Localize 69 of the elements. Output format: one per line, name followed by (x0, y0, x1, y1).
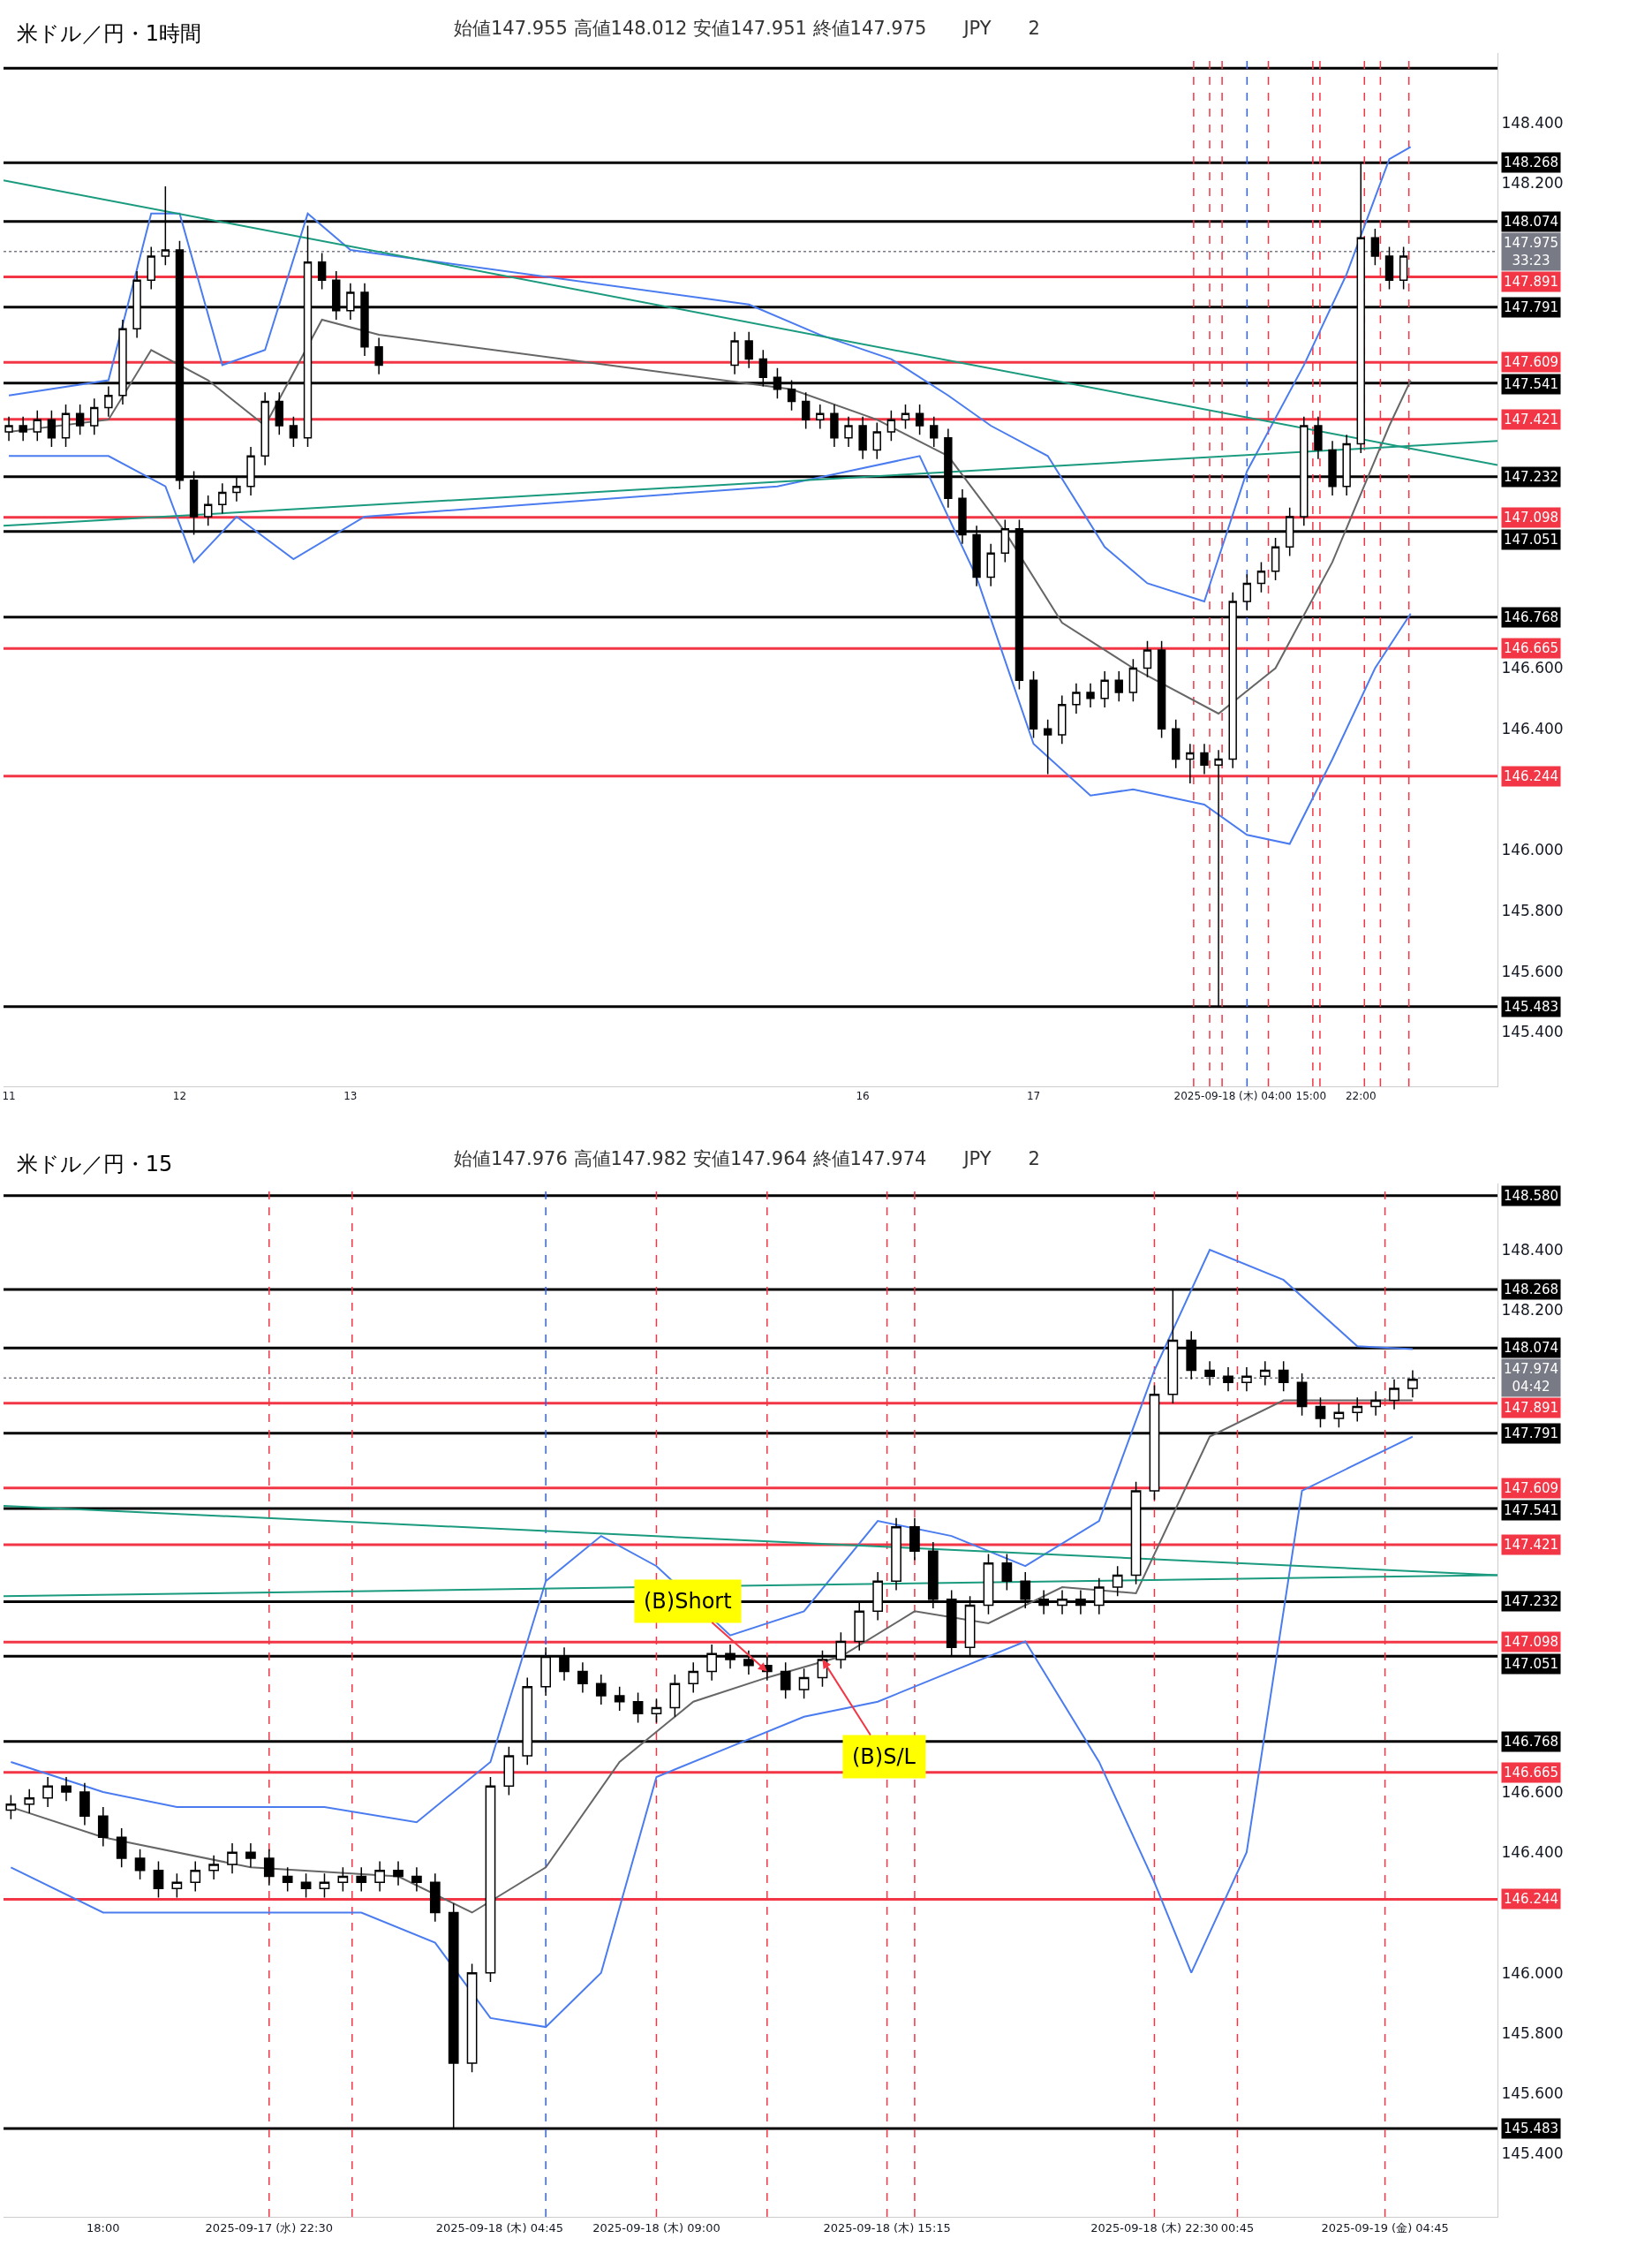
x-tick-label: 17 (1026, 1090, 1041, 1103)
ref-line-label: 146.244 (1504, 1891, 1559, 1907)
ref-line-label: 145.483 (1504, 2121, 1559, 2136)
ref-line-label: 147.791 (1504, 299, 1559, 315)
ref-line-label: 147.232 (1504, 1593, 1559, 1609)
x-tick-label: 2025-09-18 (木) 04:00 (1173, 1090, 1292, 1103)
ref-line-label: 147.421 (1504, 1537, 1559, 1553)
x-tick-label: 22:00 (1345, 1090, 1377, 1103)
ref-line-label: 147.232 (1504, 469, 1559, 485)
x-tick-label: 2025-09-18 (木) 04:45 (435, 2220, 564, 2235)
text: 始値147.976 高値147.982 安値147.964 終値147.974 JPY 2 (454, 1148, 1040, 1169)
x-tick-label: 15:00 (1295, 1090, 1327, 1103)
x-tick-label: 2025-09-18 (木) 22:30 (1090, 2220, 1218, 2235)
x-tick-label: 00:45 (1220, 2220, 1255, 2235)
ref-line-label: 147.609 (1504, 354, 1559, 370)
ref-line-label: 147.791 (1504, 1425, 1559, 1441)
x-tick-label: 13 (343, 1090, 358, 1103)
ref-line-label: 145.483 (1504, 999, 1559, 1015)
text: 始値147.955 高値148.012 安値147.951 終値147.975 JPY 2 (454, 18, 1040, 39)
y-tick-label: 146.400 (1501, 1843, 1564, 1862)
x-tick-label: 2025-09-19 (金) 04:45 (1321, 2220, 1449, 2235)
y-tick-label: 148.400 (1501, 1240, 1564, 1259)
y-tick-label: 146.000 (1501, 841, 1564, 859)
y-tick-label: 146.000 (1501, 1963, 1564, 1982)
ref-line-label: 148.074 (1504, 214, 1559, 230)
ref-line-label: 147.098 (1504, 510, 1559, 526)
ref-line-label: 147.891 (1504, 1400, 1559, 1416)
ref-line-label: 146.768 (1504, 609, 1559, 625)
ref-line-label: 147.541 (1504, 376, 1559, 392)
y-tick-label: 148.400 (1501, 113, 1564, 132)
ref-line-label: 147.421 (1504, 412, 1559, 427)
annotation: (B)Short (644, 1589, 732, 1614)
ref-line-label: 147.975 33:23 (1504, 235, 1559, 268)
y-tick-label: 145.400 (1501, 2144, 1564, 2163)
annotation: (B)S/L (852, 1744, 917, 1769)
y-tick-label: 145.800 (1501, 901, 1564, 919)
y-tick-label: 145.600 (1501, 962, 1564, 980)
x-tick-label: 12 (172, 1090, 187, 1103)
y-tick-label: 148.200 (1501, 1301, 1564, 1320)
x-tick-label: 2025-09-18 (木) 09:00 (592, 2220, 720, 2235)
x-tick-label: 16 (856, 1090, 870, 1103)
y-tick-label: 148.200 (1501, 174, 1564, 193)
x-tick-label: 11 (2, 1090, 16, 1103)
ref-line-label: 147.609 (1504, 1480, 1559, 1496)
x-tick-label: 2025-09-17 (水) 22:30 (205, 2220, 334, 2235)
ref-line-label: 148.074 (1504, 1340, 1559, 1356)
y-tick-label: 146.600 (1501, 659, 1564, 677)
y-tick-label: 146.400 (1501, 720, 1564, 738)
ref-line-label: 146.768 (1504, 1734, 1559, 1750)
ref-line-label: 146.665 (1504, 640, 1559, 656)
ref-line-label: 147.541 (1504, 1502, 1559, 1518)
x-tick-label: 2025-09-18 (木) 15:15 (823, 2220, 951, 2235)
y-tick-label: 145.600 (1501, 2084, 1564, 2103)
chart-title: 米ドル／円・15 (16, 1151, 173, 1176)
ref-line-label: 147.098 (1504, 1634, 1559, 1650)
y-tick-label: 146.600 (1501, 1782, 1564, 1801)
ref-line-label: 147.051 (1504, 532, 1559, 548)
ref-line-label: 148.268 (1504, 155, 1559, 170)
chart-title: 米ドル／円・1時間 (16, 20, 201, 46)
y-tick-label: 145.400 (1501, 1023, 1564, 1041)
ref-line-label: 148.268 (1504, 1282, 1559, 1297)
ref-line-label: 147.974 04:42 (1504, 1361, 1559, 1395)
ref-line-label: 148.580 (1504, 1188, 1559, 1204)
x-tick-label: 18:00 (87, 2220, 120, 2235)
ref-line-label: 146.244 (1504, 768, 1559, 784)
ref-line-label: 146.665 (1504, 1765, 1559, 1781)
ref-line-label: 147.891 (1504, 274, 1559, 290)
y-tick-label: 145.800 (1501, 2023, 1564, 2042)
ref-line-label: 147.051 (1504, 1656, 1559, 1672)
